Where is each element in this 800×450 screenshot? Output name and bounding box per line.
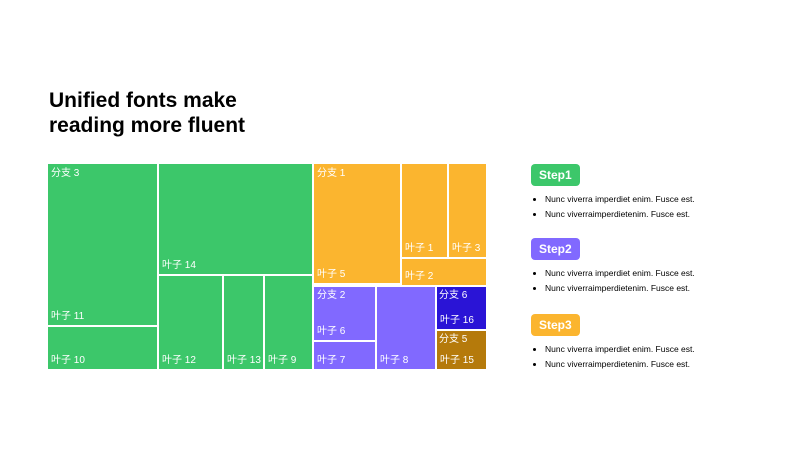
treemap-tile: 叶子 16 <box>436 286 487 330</box>
step-2: Step2 Nunc viverra imperdiet enim. Fusce… <box>531 238 695 296</box>
treemap-tile: 叶子 12 <box>158 275 223 370</box>
step-3: Step3 Nunc viverra imperdiet enim. Fusce… <box>531 314 695 372</box>
treemap-tile: 叶子 13 <box>223 275 264 370</box>
step-3-bullets: Nunc viverra imperdiet enim. Fusce est. … <box>531 342 695 372</box>
step-1-bullet-2: Nunc viverraimperdietenim. Fusce est. <box>545 207 695 222</box>
treemap-chart: 叶子 11 叶子 10 叶子 14 叶子 12 叶子 13 叶子 9 叶子 5 叶子 1 叶子 … <box>47 163 487 370</box>
treemap-tile: 叶子 7 <box>313 341 376 370</box>
step-1: Step1 Nunc viverra imperdiet enim. Fusce… <box>531 164 695 222</box>
treemap-tile: 叶子 14 <box>158 163 313 275</box>
leaf-label: 叶子 1 <box>405 243 434 254</box>
leaf-label: 叶子 2 <box>405 271 434 282</box>
leaf-label: 叶子 11 <box>51 311 85 322</box>
treemap-tile: 叶子 5 <box>313 163 401 284</box>
page-title: Unified fonts make reading more fluent <box>49 89 246 137</box>
treemap-tile: 叶子 11 <box>47 163 158 326</box>
step-3-badge: Step3 <box>531 314 580 336</box>
leaf-label: 叶子 15 <box>440 355 474 366</box>
leaf-label: 叶子 3 <box>452 243 481 254</box>
step-2-bullets: Nunc viverra imperdiet enim. Fusce est. … <box>531 266 695 296</box>
leaf-label: 叶子 14 <box>162 260 196 271</box>
branch-label: 分支 5 <box>439 334 468 345</box>
treemap-tile: 叶子 15 <box>436 330 487 370</box>
treemap-tile: 叶子 1 <box>401 163 448 258</box>
treemap-tile: 叶子 8 <box>376 286 436 370</box>
leaf-label: 叶子 10 <box>51 355 85 366</box>
leaf-label: 叶子 9 <box>268 355 297 366</box>
step-2-badge: Step2 <box>531 238 580 260</box>
branch-label: 分支 3 <box>51 168 80 179</box>
leaf-label: 叶子 16 <box>440 315 474 326</box>
leaf-label: 叶子 13 <box>227 355 261 366</box>
treemap-tile: 叶子 3 <box>448 163 487 258</box>
leaf-label: 叶子 5 <box>317 269 346 280</box>
treemap-tile: 叶子 2 <box>401 258 487 286</box>
treemap-tile: 叶子 9 <box>264 275 313 370</box>
step-1-bullets: Nunc viverra imperdiet enim. Fusce est. … <box>531 192 695 222</box>
step-3-bullet-2: Nunc viverraimperdietenim. Fusce est. <box>545 357 695 372</box>
step-2-bullet-2: Nunc viverraimperdietenim. Fusce est. <box>545 281 695 296</box>
step-3-bullet-1: Nunc viverra imperdiet enim. Fusce est. <box>545 342 695 357</box>
leaf-label: 叶子 8 <box>380 355 409 366</box>
branch-label: 分支 1 <box>317 168 346 179</box>
leaf-label: 叶子 6 <box>317 326 346 337</box>
branch-label: 分支 6 <box>439 290 468 301</box>
step-1-bullet-1: Nunc viverra imperdiet enim. Fusce est. <box>545 192 695 207</box>
treemap-tile: 叶子 10 <box>47 326 158 370</box>
treemap-tile: 叶子 6 <box>313 286 376 341</box>
leaf-label: 叶子 12 <box>162 355 196 366</box>
step-2-bullet-1: Nunc viverra imperdiet enim. Fusce est. <box>545 266 695 281</box>
branch-label: 分支 2 <box>317 290 346 301</box>
leaf-label: 叶子 7 <box>317 355 346 366</box>
step-1-badge: Step1 <box>531 164 580 186</box>
